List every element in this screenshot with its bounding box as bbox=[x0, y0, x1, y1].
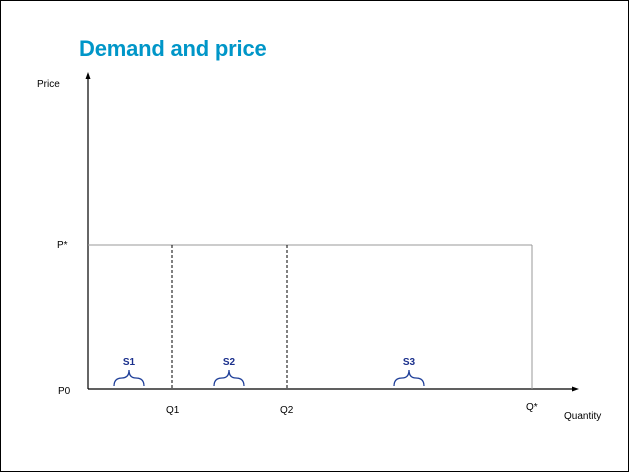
q2-label: Q2 bbox=[280, 405, 294, 416]
y-axis-label: Price bbox=[37, 79, 60, 90]
segment-label-s2: S2 bbox=[223, 357, 236, 368]
segment-label-s3: S3 bbox=[403, 357, 416, 368]
segment-brace-s2 bbox=[213, 369, 245, 387]
q1-label: Q1 bbox=[166, 405, 180, 416]
price-low-label: P0 bbox=[58, 386, 71, 397]
y-axis-arrowhead bbox=[85, 72, 91, 79]
slide-title: Demand and price bbox=[79, 36, 267, 61]
segment-brace-s3 bbox=[393, 369, 425, 387]
x-axis-label: Quantity bbox=[564, 411, 601, 422]
price-high-label: P* bbox=[57, 240, 68, 251]
segment-brace-s1 bbox=[113, 369, 145, 387]
q-star-label: Q* bbox=[526, 402, 538, 413]
segment-label-s1: S1 bbox=[123, 357, 136, 368]
x-axis-arrowhead bbox=[572, 386, 579, 392]
